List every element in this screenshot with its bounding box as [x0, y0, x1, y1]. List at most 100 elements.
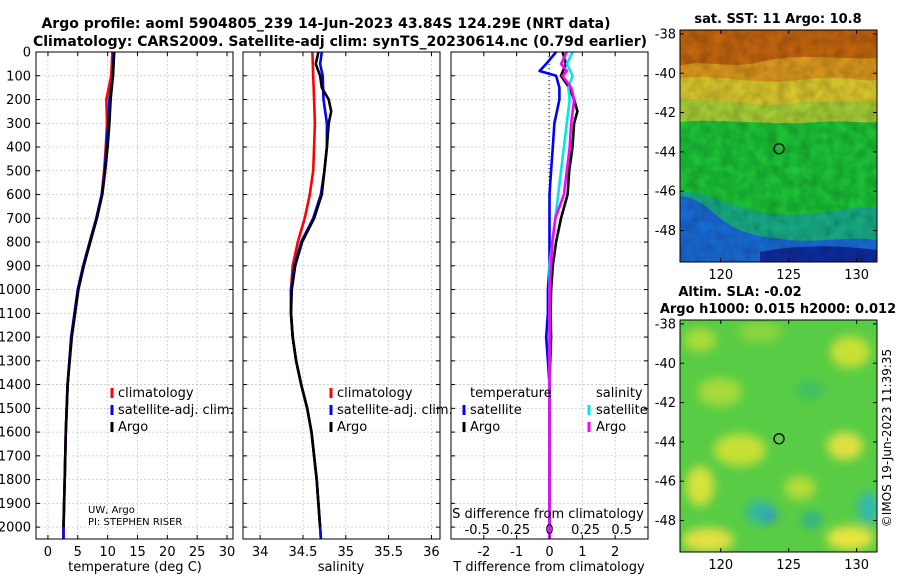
map-x-tick-label: 125	[776, 558, 801, 573]
sst-band-blue	[680, 196, 877, 262]
series-line-salinity-satellite	[548, 51, 574, 539]
series-line-salinity-argo	[548, 51, 576, 539]
credit-institution: UW, Argo	[88, 505, 135, 516]
s-difference-label: S difference from climatology	[452, 507, 644, 522]
temperature-panel: 0100200300400500600700800900100011001200…	[0, 46, 235, 576]
map-x-tick-label: 120	[708, 558, 733, 573]
y-tick-label: 1600	[0, 426, 31, 441]
argo-float-marker	[773, 143, 785, 155]
y-tick-label: 1200	[0, 331, 31, 346]
y-tick-label: 800	[6, 236, 31, 251]
map-x-tick-label: 130	[844, 558, 869, 573]
map-y-tick-label: -40	[655, 67, 676, 82]
x-tick-label: 35.5	[374, 545, 403, 560]
x-tick-label: 1	[578, 545, 586, 560]
s-tick-label: -0.5	[465, 523, 490, 538]
legend-climatology-label: climatology	[337, 386, 413, 401]
figure-title-line1: Argo profile: aoml 5904805_239 14-Jun-20…	[41, 16, 610, 32]
legend-s-satellite-label: satellite	[596, 403, 648, 418]
map-x-tick-label: 120	[708, 268, 733, 283]
y-tick-label: 500	[6, 164, 31, 179]
x-tick-label: -1	[510, 545, 523, 560]
sla-map-subtitle: Argo h1000: 0.015 h2000: 0.012	[660, 302, 896, 317]
map-y-tick-label: -46	[655, 185, 676, 200]
y-tick-label: 1100	[0, 307, 31, 322]
legend-t-argo-label: Argo	[470, 420, 500, 435]
y-tick-label: 1500	[0, 402, 31, 417]
map-x-tick-label: 125	[776, 268, 801, 283]
x-tick-label: 34	[252, 545, 269, 560]
legend-s-argo-label: Argo	[596, 420, 626, 435]
x-tick-label: 20	[159, 545, 176, 560]
y-tick-label: 1800	[0, 473, 31, 488]
map-y-tick-label: -48	[655, 224, 676, 239]
x-tick-label: 25	[189, 545, 206, 560]
series-line-argo	[62, 51, 116, 528]
x-tick-label: 5	[74, 545, 82, 560]
map-y-tick-label: -42	[655, 396, 676, 411]
figure-title-line2: Climatology: CARS2009. Satellite-adj cli…	[33, 34, 647, 50]
sst-band-orange	[680, 30, 877, 66]
legend-climatology-label: climatology	[118, 386, 194, 401]
y-tick-label: 1000	[0, 283, 31, 298]
x-tick-label: 10	[99, 545, 116, 560]
y-tick-label: 200	[6, 93, 31, 108]
map-y-tick-label: -44	[655, 145, 676, 160]
sst-map-title: sat. SST: 11 Argo: 10.8	[694, 12, 861, 27]
s-tick-label: 0.5	[611, 523, 632, 538]
s-tick-label: 0	[545, 523, 553, 538]
x-tick-label: 15	[129, 545, 146, 560]
y-tick-label: 400	[6, 141, 31, 156]
map-y-tick-label: -38	[655, 27, 676, 42]
temperature-legend: climatology satellite-adj. clim. Argo	[110, 386, 234, 435]
legend-temperature-title: temperature	[470, 386, 552, 401]
y-tick-label: 100	[6, 69, 31, 84]
x-tick-label: 34.5	[288, 545, 317, 560]
x-tick-label: 2	[611, 545, 619, 560]
credit-pi: PI: STEPHEN RISER	[88, 517, 182, 528]
s-tick-label: -0.25	[497, 523, 531, 538]
y-tick-label: 0	[23, 46, 31, 61]
y-tick-label: 700	[6, 212, 31, 227]
difference-legend: temperature salinity satellite Argo sate…	[462, 386, 648, 435]
map-y-tick-label: -46	[655, 475, 676, 490]
x-tick-label: 0	[545, 545, 553, 560]
map-x-tick-label: 130	[844, 268, 869, 283]
salinity-legend: climatology satellite-adj. clim. Argo	[329, 386, 453, 435]
argo-float-marker	[773, 433, 785, 445]
y-tick-label: 1400	[0, 378, 31, 393]
legend-salinity-title: salinity	[596, 386, 643, 401]
x-tick-label: 36	[423, 545, 440, 560]
sla-map-title: Altim. SLA: -0.02	[678, 285, 801, 300]
s-tick-label: 0.25	[571, 523, 600, 538]
salinity-xlabel: salinity	[318, 560, 365, 575]
series-line-climatology	[62, 51, 114, 539]
x-tick-label: -2	[477, 545, 490, 560]
difference-panel: -2 -1 0 1 2 temperature salinity satellite A…	[450, 51, 649, 575]
x-tick-label: 30	[219, 545, 236, 560]
sst-band-lightgreen	[680, 99, 877, 128]
y-tick-label: 600	[6, 188, 31, 203]
sst-map: sat. SST: 11 Argo: 10.8 120 125 130 -38 -40 -…	[655, 12, 878, 283]
sla-anomaly-blobs	[682, 322, 877, 552]
x-tick-label: 0	[44, 545, 52, 560]
temperature-xlabel: temperature (deg C)	[68, 560, 202, 575]
map-y-tick-label: -44	[655, 435, 676, 450]
series-line-satellite-adj-clim-	[289, 51, 329, 540]
y-tick-label: 300	[6, 117, 31, 132]
legend-satellite-label: satellite-adj. clim.	[118, 403, 234, 418]
map-y-tick-label: -42	[655, 106, 676, 121]
legend-argo-label: Argo	[337, 420, 367, 435]
y-tick-label: 900	[6, 259, 31, 274]
x-tick-label: 35	[338, 545, 355, 560]
map-y-tick-label: -48	[655, 514, 676, 529]
y-tick-label: 2000	[0, 521, 31, 536]
legend-t-satellite-label: satellite	[470, 403, 522, 418]
series-line-argo	[289, 51, 333, 528]
t-difference-xlabel: T difference from climatology	[452, 560, 645, 575]
imos-timestamp: ©IMOS 19-Jun-2023 11:39:35	[880, 349, 894, 527]
map-y-tick-label: -40	[655, 357, 676, 372]
legend-satellite-label: satellite-adj. clim.	[337, 403, 453, 418]
y-tick-label: 1300	[0, 354, 31, 369]
